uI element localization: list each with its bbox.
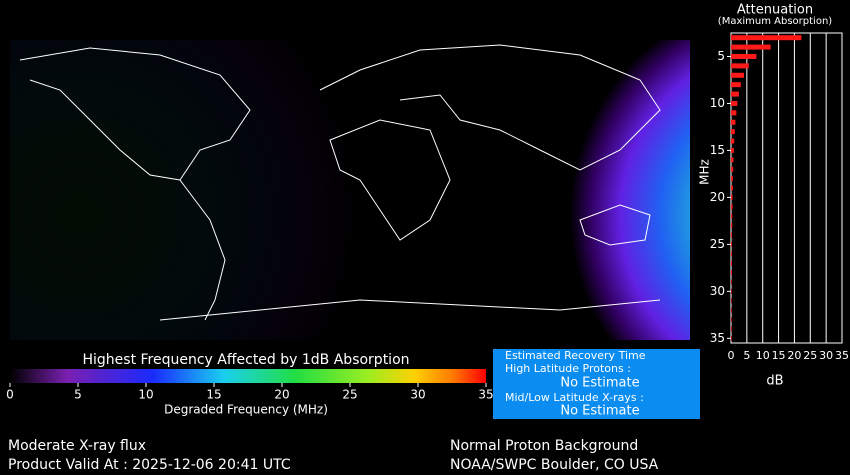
bar	[731, 147, 734, 153]
y-tick-label: 30	[710, 284, 725, 298]
bar	[731, 194, 733, 200]
y-tick-label: 10	[710, 96, 725, 110]
x-axis-label: dB	[766, 374, 783, 389]
colorbar-label: Degraded Frequency (MHz)	[164, 403, 328, 417]
bar	[731, 307, 732, 313]
bar	[731, 91, 739, 97]
colorbar-tick-label: 30	[410, 388, 425, 402]
bar	[731, 298, 732, 304]
bar	[731, 335, 732, 341]
recovery-title: Estimated Recovery Time	[505, 349, 646, 362]
x-tick-label: 30	[819, 349, 833, 362]
colorbar-tick-label: 0	[6, 388, 14, 402]
bar	[731, 53, 757, 59]
colorbar	[10, 369, 486, 383]
recovery-value: No Estimate	[560, 404, 639, 419]
y-tick-label: 5	[717, 49, 725, 63]
recovery-box	[493, 349, 700, 419]
colorbar-tick-label: 35	[478, 388, 493, 402]
x-tick-label: 25	[803, 349, 817, 362]
bar	[731, 270, 732, 276]
colorbar-tick-label: 10	[138, 388, 153, 402]
colorbar-tick-label: 15	[206, 388, 221, 402]
footer-text: Normal Proton Background	[450, 438, 638, 454]
x-tick-label: 10	[756, 349, 770, 362]
bar	[731, 110, 737, 116]
bar	[731, 223, 733, 229]
bar	[731, 260, 732, 266]
colorbar-tick-label: 5	[74, 388, 82, 402]
bar	[731, 204, 733, 210]
bar	[731, 213, 733, 219]
y-tick-label: 20	[710, 190, 725, 204]
bar	[731, 326, 732, 332]
bar	[731, 35, 802, 41]
bar	[731, 119, 736, 125]
bar	[731, 279, 732, 285]
x-tick-label: 5	[743, 349, 750, 362]
bar	[731, 63, 749, 69]
bar	[731, 166, 734, 172]
map	[10, 40, 690, 340]
chart-subtitle: (Maximum Absorption)	[718, 16, 832, 27]
bar	[731, 82, 741, 88]
plot-area	[730, 32, 843, 344]
chart-title: Attenuation	[737, 3, 813, 18]
x-tick-label: 20	[787, 349, 801, 362]
x-tick-label: 0	[728, 349, 735, 362]
colorbar-tick-label: 20	[274, 388, 289, 402]
recovery-label: Mid/Low Latitude X-rays :	[505, 391, 644, 404]
y-tick-label: 25	[710, 237, 725, 251]
recovery-value: No Estimate	[560, 376, 639, 391]
colorbar-title: Highest Frequency Affected by 1dB Absorp…	[82, 352, 409, 368]
y-tick-label: 35	[710, 331, 725, 345]
bar	[731, 44, 771, 50]
colorbar-tick-label: 25	[342, 388, 357, 402]
bar	[731, 100, 738, 106]
recovery-label: High Latitude Protons :	[505, 362, 631, 375]
footer-text: NOAA/SWPC Boulder, CO USA	[450, 457, 659, 473]
x-tick-label: 15	[772, 349, 786, 362]
bar	[731, 157, 734, 163]
bar	[731, 176, 733, 182]
bar	[731, 72, 745, 78]
bar	[731, 288, 732, 294]
footer-text: Moderate X-ray flux	[8, 438, 146, 454]
bar	[731, 185, 733, 191]
bar	[731, 129, 735, 135]
y-axis-label: MHz	[698, 159, 712, 185]
bar	[731, 241, 732, 247]
footer-text: Product Valid At : 2025-12-06 20:41 UTC	[8, 457, 291, 473]
x-tick-label: 35	[835, 349, 849, 362]
bar	[731, 138, 735, 144]
y-tick-label: 15	[710, 143, 725, 157]
bar	[731, 251, 732, 257]
bar	[731, 317, 732, 323]
bar	[731, 232, 732, 238]
